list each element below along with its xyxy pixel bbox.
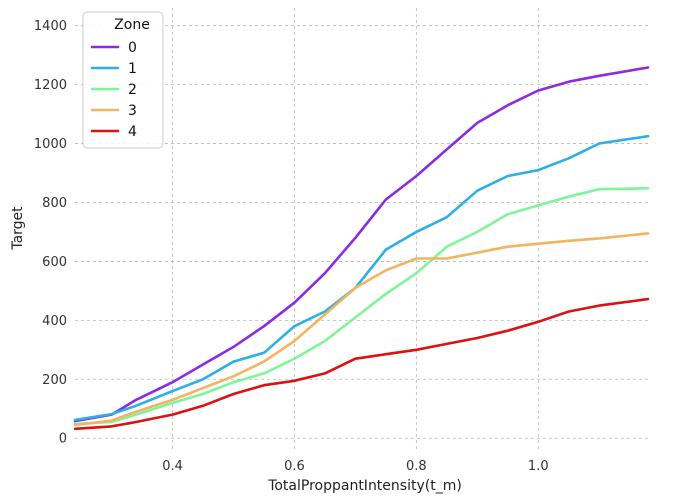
legend-label: 2 (128, 82, 137, 98)
x-tick-label: 0.6 (284, 459, 305, 474)
series-line-zone-2 (73, 187, 650, 426)
y-tick-label: 0 (59, 432, 67, 447)
y-tick-label: 600 (42, 255, 67, 270)
legend-label: 3 (128, 103, 137, 119)
legend-label: 0 (128, 40, 137, 56)
legend-items: 0 1 2 3 4 (90, 40, 137, 140)
legend-title: Zone (114, 17, 150, 33)
tick-labels: 0 200 400 600 800 1000 1200 1400 0.4 0.6 0.8 1.0 (34, 19, 549, 474)
legend-label: 1 (128, 61, 137, 77)
y-tick-label: 1400 (34, 19, 67, 34)
x-tick-label: 0.8 (406, 459, 427, 474)
legend-label: 4 (128, 124, 137, 140)
y-tick-label: 400 (42, 314, 67, 329)
legend: Zone 0 1 2 3 4 (82, 11, 164, 149)
x-tick-label: 0.4 (162, 459, 183, 474)
y-tick-label: 800 (42, 196, 67, 211)
y-tick-label: 200 (42, 373, 67, 388)
series-lines (73, 66, 650, 431)
series-line-zone-1 (73, 134, 650, 422)
x-tick-label: 1.0 (528, 459, 549, 474)
y-tick-label: 1000 (34, 137, 67, 152)
x-axis-label: TotalProppantIntensity(t_m) (267, 478, 462, 494)
series-line-zone-4 (73, 297, 650, 431)
grid-lines (75, 8, 648, 450)
y-tick-label: 1200 (34, 78, 67, 93)
y-axis-label: Target (10, 206, 26, 251)
series-line-zone-0 (73, 66, 650, 423)
series-line-zone-3 (73, 232, 650, 427)
